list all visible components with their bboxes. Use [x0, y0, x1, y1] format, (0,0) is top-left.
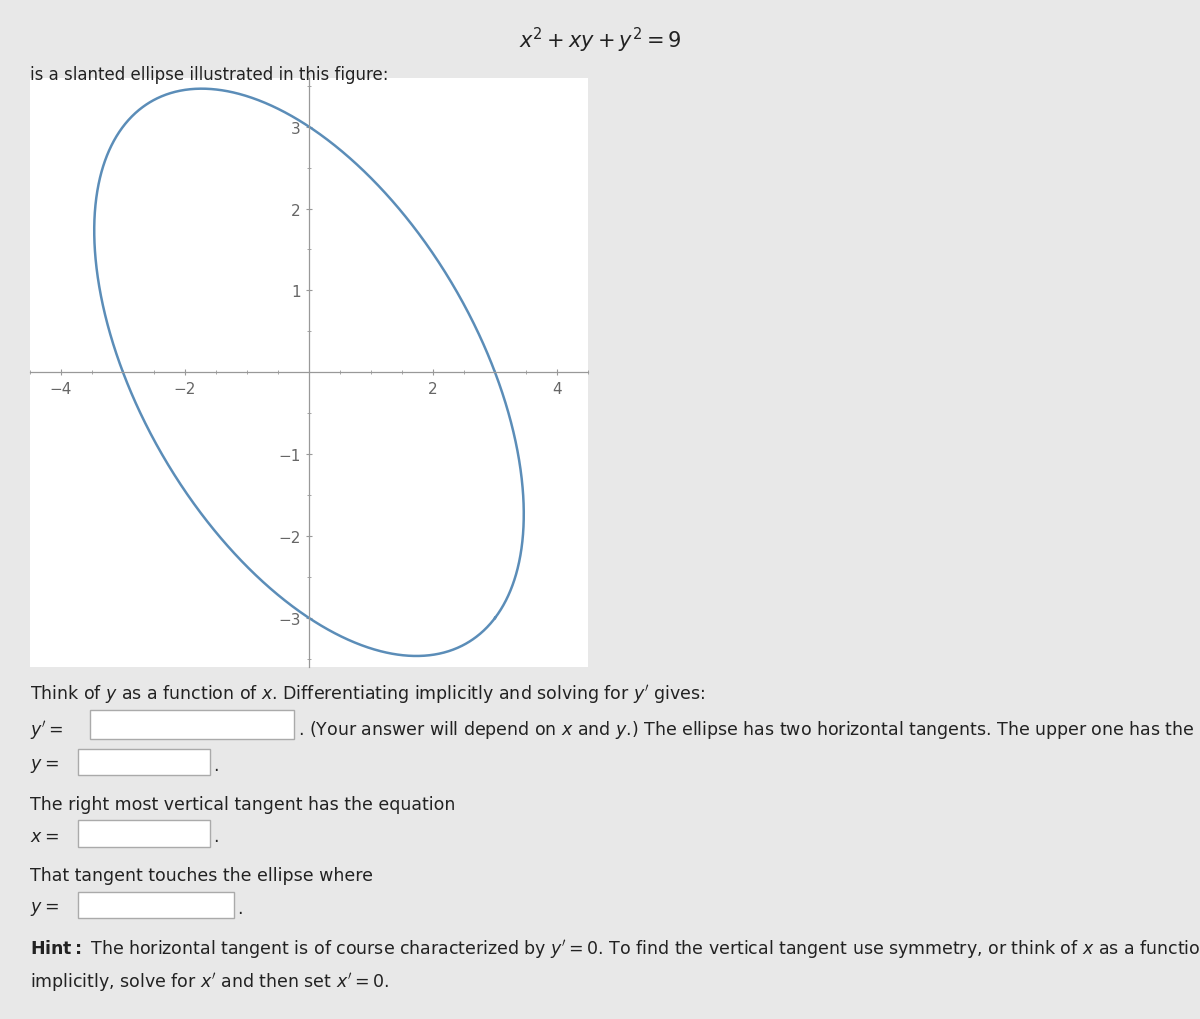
Text: Think of $y$ as a function of $x$. Differentiating implicitly and solving for $y: Think of $y$ as a function of $x$. Diffe…	[30, 683, 706, 706]
Text: .: .	[238, 899, 244, 917]
Text: $y =$: $y =$	[30, 756, 59, 774]
Text: That tangent touches the ellipse where: That tangent touches the ellipse where	[30, 866, 373, 884]
Text: is a slanted ellipse illustrated in this figure:: is a slanted ellipse illustrated in this…	[30, 66, 389, 85]
Text: $y =$: $y =$	[30, 899, 59, 917]
Text: $x^2 + xy + y^2 = 9$: $x^2 + xy + y^2 = 9$	[518, 25, 682, 55]
Text: implicitly, solve for $x'$ and then set $x' = 0$.: implicitly, solve for $x'$ and then set …	[30, 970, 389, 994]
Text: $y' =$: $y' =$	[30, 718, 64, 742]
Text: .: .	[214, 827, 220, 846]
Text: The right most vertical tangent has the equation: The right most vertical tangent has the …	[30, 795, 455, 813]
Text: $x =$: $x =$	[30, 827, 59, 846]
Text: .: .	[214, 756, 220, 774]
Text: . (Your answer will depend on $x$ and $y$.) The ellipse has two horizontal tange: . (Your answer will depend on $x$ and $y…	[298, 718, 1200, 741]
Text: $\bf{Hint:}$ The horizontal tangent is of course characterized by $y' = 0$. To f: $\bf{Hint:}$ The horizontal tangent is o…	[30, 937, 1200, 961]
